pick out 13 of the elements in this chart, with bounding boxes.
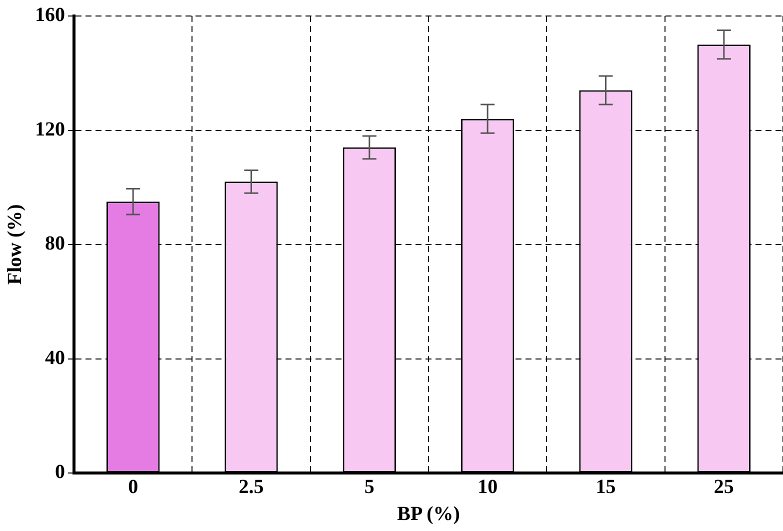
y-tick-label: 80 — [45, 232, 65, 255]
y-tick-label: 0 — [55, 461, 65, 484]
x-axis-title: BP (%) — [397, 503, 460, 526]
x-tick-label: 15 — [596, 476, 616, 498]
x-tick-label: 10 — [478, 476, 498, 498]
y-tick-label: 120 — [35, 118, 65, 140]
x-tick-label: 2.5 — [238, 476, 264, 498]
y-axis-title: Flow (%) — [4, 204, 26, 285]
x-tick-label: 25 — [714, 476, 734, 498]
x-tick-label: 0 — [128, 476, 138, 498]
y-tick-label: 160 — [35, 4, 65, 26]
y-tick-label: 40 — [45, 346, 65, 369]
x-tick-label: 5 — [364, 476, 374, 498]
